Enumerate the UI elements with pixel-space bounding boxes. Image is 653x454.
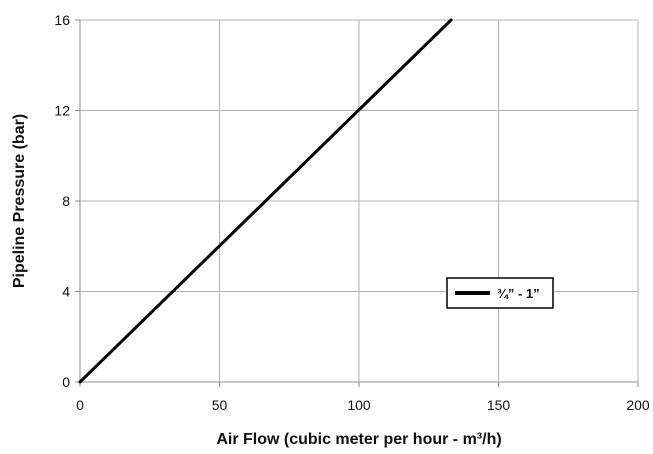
x-tick-label: 0 (76, 397, 84, 413)
x-tick-label: 200 (626, 397, 650, 413)
x-axis-title: Air Flow (cubic meter per hour - m³/h) (216, 431, 501, 448)
x-tick-labels: 0 50 100 150 200 (76, 397, 650, 413)
y-tick-label: 16 (54, 12, 70, 28)
y-tick-label: 0 (62, 374, 70, 390)
axes (75, 19, 639, 387)
x-tick-label: 100 (347, 397, 371, 413)
y-axis-title: Pipeline Pressure (bar) (11, 114, 28, 288)
series-line (78, 18, 453, 384)
x-tick-label: 150 (487, 397, 511, 413)
legend: ¾” - 1” (446, 277, 554, 309)
y-tick-label: 12 (54, 103, 70, 119)
x-tick-label: 50 (212, 397, 228, 413)
y-tick-labels: 0 4 8 12 16 (54, 12, 70, 390)
y-tick-label: 8 (62, 193, 70, 209)
legend-entry-label: ¾” - 1” (497, 286, 540, 301)
data-series (78, 18, 453, 384)
y-tick-label: 4 (62, 284, 70, 300)
